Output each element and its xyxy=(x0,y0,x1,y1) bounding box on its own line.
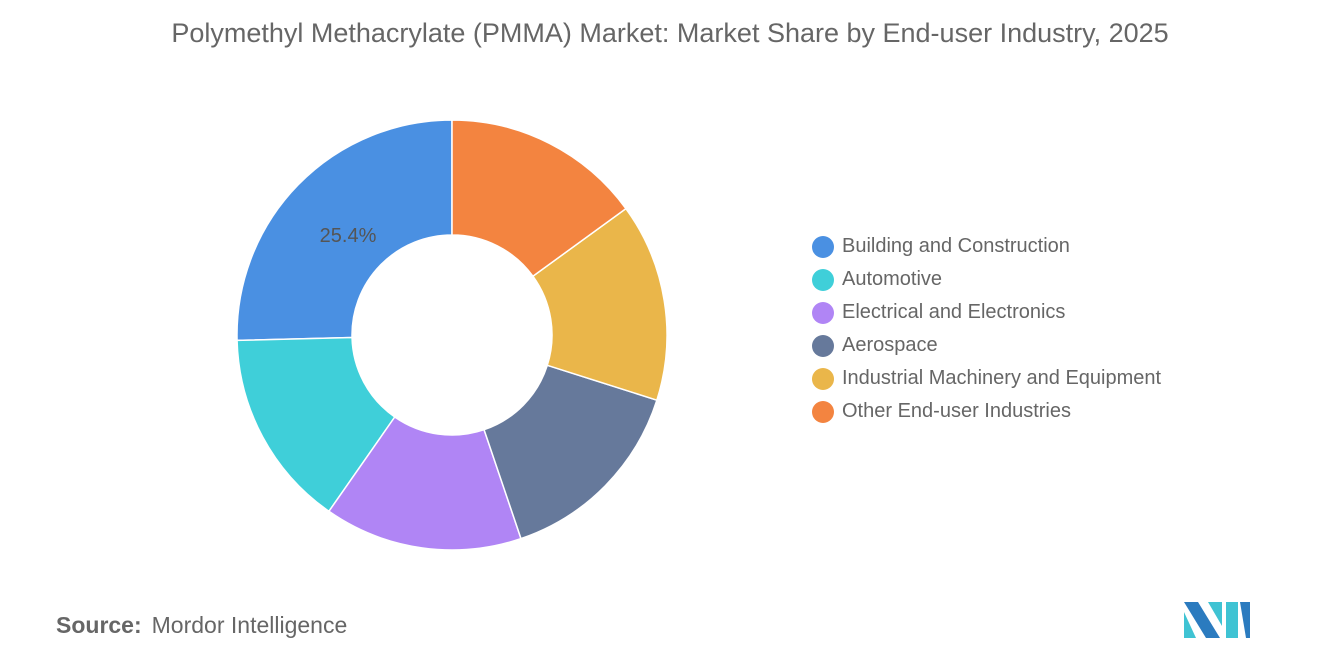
slice-other-end-user-industries xyxy=(451,119,627,278)
legend-label: Other End-user Industries xyxy=(842,400,1071,422)
slice-building-and-construction xyxy=(236,119,453,342)
mordor-logo xyxy=(1184,602,1250,638)
data-label: 25.4% xyxy=(320,225,377,247)
legend-label: Aerospace xyxy=(842,334,938,356)
source-label: Source: xyxy=(56,612,142,638)
slice-industrial-machinery-and-equipment xyxy=(531,207,668,402)
chart-title: Polymethyl Methacrylate (PMMA) Market: M… xyxy=(171,18,1169,48)
legend-label: Building and Construction xyxy=(842,235,1070,257)
slice-aerospace xyxy=(483,364,658,540)
legend-item: Automotive xyxy=(812,263,1161,296)
legend-label: Industrial Machinery and Equipment xyxy=(842,367,1162,389)
legend-swatch xyxy=(812,301,834,324)
legend-swatch xyxy=(812,400,834,423)
slice-electrical-and-electronics xyxy=(327,415,522,551)
legend-swatch xyxy=(812,334,834,357)
legend-item: Building and Construction xyxy=(812,230,1161,263)
legend-item: Other End-user Industries xyxy=(812,395,1161,428)
slice-automotive xyxy=(236,336,396,513)
legend-item: Aerospace xyxy=(812,329,1161,362)
legend-item: Industrial Machinery and Equipment xyxy=(812,362,1161,395)
source: Source: Mordor Intelligence xyxy=(56,612,347,639)
legend: Building and Construction Automotive Elect… xyxy=(812,230,1161,428)
legend-label: Automotive xyxy=(842,268,943,290)
source-value: Mordor Intelligence xyxy=(151,612,348,638)
legend-label: Electrical and Electronics xyxy=(842,301,1066,323)
legend-swatch xyxy=(812,367,834,390)
legend-swatch xyxy=(812,268,834,291)
legend-swatch xyxy=(812,235,834,258)
legend-item: Electrical and Electronics xyxy=(812,296,1161,329)
